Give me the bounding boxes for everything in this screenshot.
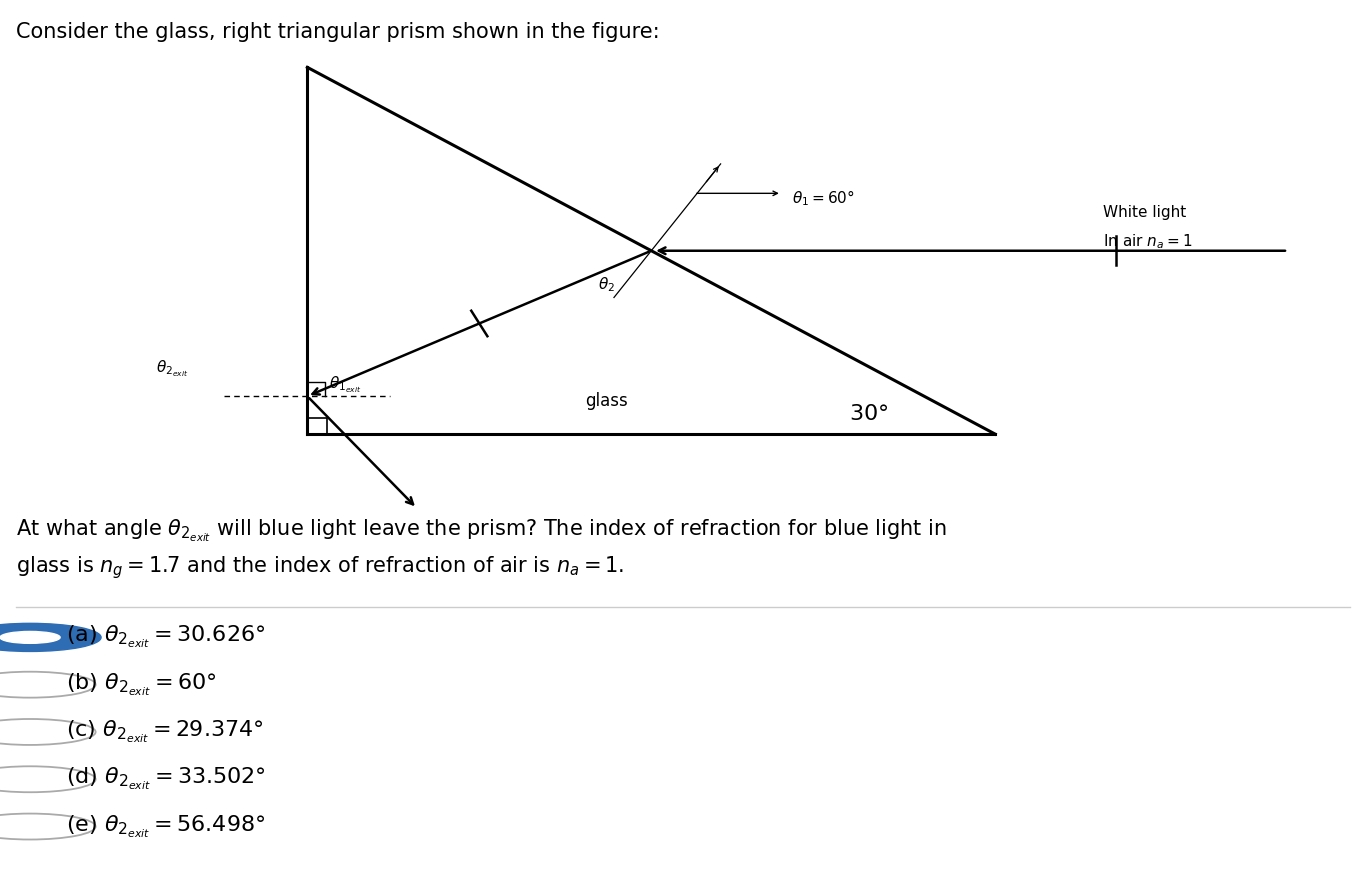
Text: (a) $\theta_{2_{exit}} = 30.626°$: (a) $\theta_{2_{exit}} = 30.626°$ [66, 625, 265, 650]
Circle shape [0, 632, 60, 643]
Text: At what angle $\theta_{2_{exit}}$ will blue light leave the prism? The index of : At what angle $\theta_{2_{exit}}$ will b… [16, 518, 947, 544]
Text: $\theta_2$: $\theta_2$ [597, 275, 615, 294]
Text: $\theta_{1_{exit}}$: $\theta_{1_{exit}}$ [329, 374, 362, 395]
Text: (d) $\theta_{2_{exit}} = 33.502°$: (d) $\theta_{2_{exit}} = 33.502°$ [66, 766, 265, 792]
Circle shape [0, 624, 101, 651]
Text: $\theta_{2_{exit}}$: $\theta_{2_{exit}}$ [156, 358, 189, 379]
Text: glass is $n_g = 1.7$ and the index of refraction of air is $n_a = 1$.: glass is $n_g = 1.7$ and the index of re… [16, 554, 624, 580]
Text: Consider the glass, right triangular prism shown in the figure:: Consider the glass, right triangular pri… [16, 22, 660, 43]
Text: (c) $\theta_{2_{exit}} = 29.374°$: (c) $\theta_{2_{exit}} = 29.374°$ [66, 719, 264, 745]
Text: White light: White light [1102, 206, 1186, 221]
Text: In air $n_a = 1$: In air $n_a = 1$ [1102, 233, 1193, 252]
Text: (e) $\theta_{2_{exit}} = 56.498°$: (e) $\theta_{2_{exit}} = 56.498°$ [66, 813, 265, 840]
Text: $\theta_1 = 60°$: $\theta_1 = 60°$ [791, 189, 855, 208]
Text: $30°$: $30°$ [848, 404, 888, 424]
Text: glass: glass [586, 392, 628, 410]
Text: (b) $\theta_{2_{exit}} = 60°$: (b) $\theta_{2_{exit}} = 60°$ [66, 672, 216, 698]
